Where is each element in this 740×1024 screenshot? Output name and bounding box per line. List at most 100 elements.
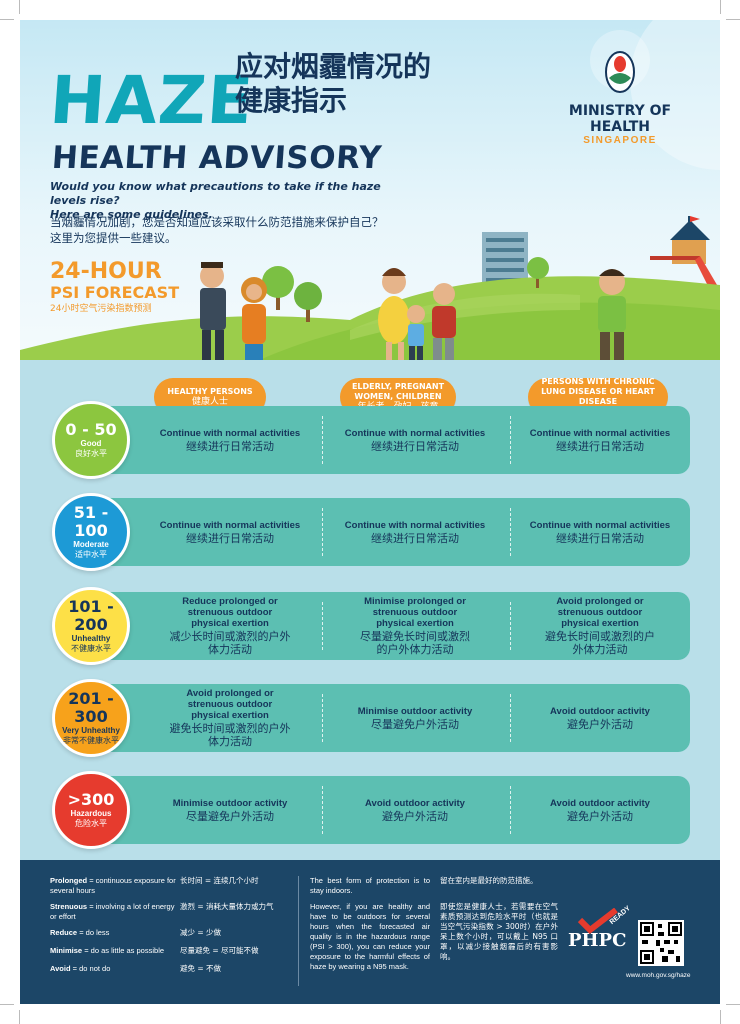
psi-range: >300 [67, 790, 115, 809]
psi-range: 51 - 100 [73, 503, 109, 540]
definition-reduce: Reduce = do less [50, 928, 180, 938]
advice-zh: 继续进行日常活动 [556, 531, 644, 545]
advice-zh: 尽量避免户外活动 [186, 809, 274, 823]
psi-row-unhealthy: Reduce prolonged or strenuous outdoor ph… [100, 592, 690, 660]
definition-term: Strenuous [50, 902, 88, 911]
psi-badge-unhealthy: 101 - 200 Unhealthy 不健康水平 [52, 587, 130, 665]
ministry-name: MINISTRY OF HEALTH [568, 103, 672, 135]
group-label: ELDERLY, PREGNANT WOMEN, CHILDREN [351, 382, 445, 401]
phpc-logo: PHPC [568, 930, 627, 951]
definition-term: Minimise [50, 946, 83, 955]
group-label: PERSONS WITH CHRONIC LUNG DISEASE OR HEA… [541, 377, 655, 406]
psi-label: Hazardous [70, 809, 112, 818]
advice-cell: Continue with normal activities 继续进行日常活动 [140, 406, 320, 474]
column-divider [322, 694, 323, 742]
advice-cell: Avoid outdoor activity 避免户外活动 [510, 776, 690, 844]
qr-code[interactable] [638, 920, 684, 966]
ministry-logo-block: MINISTRY OF HEALTH SINGAPORE [540, 50, 700, 146]
footer-divider [298, 876, 299, 986]
advice-en: Continue with normal activities [159, 427, 301, 439]
column-divider [322, 786, 323, 834]
ministry-country: SINGAPORE [583, 135, 657, 146]
advice-zh: 避免户外活动 [567, 717, 633, 731]
advice-zh: 尽量避免户外活动 [371, 717, 459, 731]
footer: Prolonged = continuous exposure for seve… [20, 860, 720, 1004]
website-link[interactable]: www.moh.gov.sg/haze [626, 972, 691, 979]
psi-label-zh: 适中水平 [75, 550, 107, 559]
group-label-zh: 健康人士 [191, 397, 228, 407]
person-icon [432, 283, 456, 368]
definition-zh: 尽量避免 = 尽可能不做 [180, 946, 259, 955]
psi-row-moderate: Continue with normal activities 继续进行日常活动 … [100, 498, 690, 566]
advice-en: Avoid outdoor activity [550, 705, 650, 717]
poster: HAZE HEALTH ADVISORY 应对烟霾情况的 健康指示 Would … [20, 20, 720, 1004]
psi-badge-good: 0 - 50 Good 良好水平 [52, 401, 130, 479]
advice-zh: 继续进行日常活动 [371, 439, 459, 453]
advice-cell: Continue with normal activities 继续进行日常活动 [322, 498, 508, 566]
definition-strenuous: Strenuous = involving a lot of energy or… [50, 902, 180, 922]
advice-cell: Avoid outdoor activity 避免户外活动 [322, 776, 508, 844]
forecast-line1: 24-HOUR [50, 259, 162, 284]
ready-check-icon [577, 908, 618, 934]
definition-zh: 减少 = 少做 [180, 928, 222, 937]
tree-icon [294, 282, 322, 322]
advice-zh: 继续进行日常活动 [556, 439, 644, 453]
moh-logo-icon [605, 51, 635, 93]
advice-zh: 避免长时间或激烈的户外体力活动 [169, 722, 291, 748]
column-divider [322, 416, 323, 464]
definition-zh: 激烈 = 消耗大量体力或力气 [180, 902, 274, 911]
psi-label: Moderate [73, 540, 109, 549]
psi-label-zh: 危险水平 [75, 819, 107, 828]
column-divider [510, 786, 511, 834]
advice-cell: Minimise prolonged or strenuous outdoor … [322, 592, 508, 660]
definition-term: Prolonged [50, 876, 88, 885]
definition-text: = involving a lot of energy or effort [50, 902, 175, 921]
advice-en: Avoid prolonged or strenuous outdoor phy… [556, 596, 644, 629]
n95-note: However, if you are healthy and have to … [310, 902, 430, 971]
forecast-chinese: 24小时空气污染指数预测 [50, 304, 152, 314]
advice-en: Avoid outdoor activity [365, 797, 465, 809]
psi-range: 101 - 200 [68, 597, 114, 634]
definition-zh: 避免 = 不做 [180, 964, 222, 973]
group-label: HEALTHY PERSONS [167, 387, 253, 396]
psi-row-very-unhealthy: Avoid prolonged or strenuous outdoor phy… [100, 684, 690, 752]
tree-icon [527, 257, 549, 288]
advice-cell: Avoid prolonged or strenuous outdoor phy… [140, 684, 320, 752]
psi-badge-moderate: 51 - 100 Moderate 适中水平 [52, 493, 130, 571]
qr-code-icon [640, 922, 682, 964]
advice-en: Minimise outdoor activity [172, 797, 288, 809]
psi-range: 201 - 300 [68, 689, 114, 726]
person-icon [378, 268, 410, 368]
protection-note-zh: 留在室内是最好的防范措施。 [440, 876, 538, 885]
psi-label-zh: 非常不健康水平 [63, 736, 119, 745]
advice-en: Continue with normal activities [159, 519, 301, 531]
psi-label: Very Unhealthy [62, 726, 120, 735]
definition-text: = do not do [72, 964, 111, 973]
column-divider [322, 602, 323, 650]
definition-prolonged: Prolonged = continuous exposure for seve… [50, 876, 180, 896]
column-divider [322, 508, 323, 556]
column-divider [510, 694, 511, 742]
advice-cell: Continue with normal activities 继续进行日常活动 [510, 498, 690, 566]
psi-badge-hazardous: >300 Hazardous 危险水平 [52, 771, 130, 849]
title-chinese-line2: 健康指示 [235, 84, 348, 117]
title-chinese: 应对烟霾情况的 健康指示 [235, 50, 431, 118]
definition-text: = continuous exposure for several hours [50, 876, 176, 895]
playground-icon [650, 216, 720, 290]
intro-chinese: 当烟霾情况加剧，您是否知道应该采取什么防范措施来保护自己？ 这里为您提供一些建议… [50, 214, 420, 246]
definition-term: Avoid [50, 964, 71, 973]
advice-zh: 减少长时间或激烈的户外体力活动 [169, 630, 291, 656]
advice-zh: 继续进行日常活动 [186, 439, 274, 453]
advice-en: Continue with normal activities [344, 519, 486, 531]
intro-english-line2: Here are some guidelines. [50, 208, 213, 221]
definition-avoid: Avoid = do not do [50, 964, 180, 974]
definition-minimise: Minimise = do as little as possible [50, 946, 180, 956]
advice-cell: Continue with normal activities 继续进行日常活动 [322, 406, 508, 474]
title-health-advisory: HEALTH ADVISORY [50, 140, 383, 176]
advice-en: Minimise prolonged or strenuous outdoor … [364, 596, 466, 629]
advice-en: Continue with normal activities [529, 427, 671, 439]
protection-note: The best form of protection is to stay i… [310, 876, 430, 895]
advice-zh: 继续进行日常活动 [371, 531, 459, 545]
psi-label: Unhealthy [71, 634, 111, 643]
psi-forecast-heading: 24-HOUR PSI FORECAST 24小时空气污染指数预测 [50, 260, 179, 316]
